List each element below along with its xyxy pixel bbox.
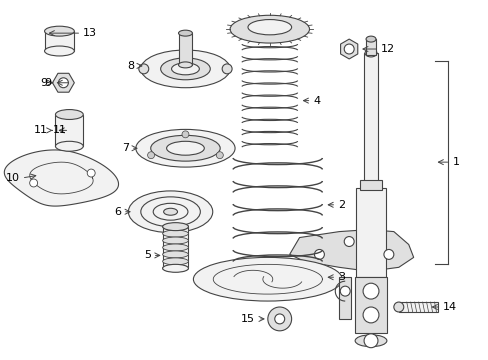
Bar: [355, 188, 385, 277]
Bar: [163, 227, 188, 268]
Circle shape: [383, 249, 393, 260]
Text: 2: 2: [338, 200, 345, 210]
Ellipse shape: [163, 251, 188, 258]
Ellipse shape: [161, 58, 210, 80]
Ellipse shape: [163, 244, 188, 251]
Ellipse shape: [128, 191, 212, 233]
Circle shape: [274, 314, 284, 324]
Text: 6: 6: [114, 207, 121, 217]
Bar: [339, 277, 350, 319]
Circle shape: [344, 44, 353, 54]
Text: 1: 1: [451, 157, 458, 167]
Ellipse shape: [178, 30, 192, 36]
Ellipse shape: [193, 257, 342, 301]
Ellipse shape: [393, 302, 403, 312]
Circle shape: [139, 64, 148, 74]
Circle shape: [340, 286, 349, 296]
Circle shape: [182, 131, 188, 138]
Ellipse shape: [44, 46, 74, 56]
Ellipse shape: [230, 15, 309, 43]
Ellipse shape: [163, 237, 188, 244]
Text: 13: 13: [83, 28, 97, 38]
Text: 7: 7: [122, 143, 129, 153]
Text: 9: 9: [44, 78, 51, 88]
Text: 4: 4: [313, 96, 320, 105]
Text: 5: 5: [143, 251, 150, 260]
Ellipse shape: [354, 335, 386, 347]
Ellipse shape: [366, 36, 375, 42]
Bar: [364, 53, 377, 190]
Text: 10: 10: [6, 173, 20, 183]
Ellipse shape: [171, 63, 199, 75]
Text: 3: 3: [338, 272, 345, 282]
Ellipse shape: [163, 265, 188, 272]
Circle shape: [267, 307, 291, 331]
Text: 8: 8: [127, 61, 135, 71]
Ellipse shape: [141, 50, 230, 88]
Ellipse shape: [163, 264, 188, 272]
Polygon shape: [4, 150, 118, 206]
Ellipse shape: [166, 141, 204, 155]
Circle shape: [87, 169, 95, 177]
Ellipse shape: [163, 208, 177, 215]
Ellipse shape: [44, 26, 74, 36]
Text: 14: 14: [442, 302, 456, 312]
Ellipse shape: [150, 135, 220, 161]
Ellipse shape: [163, 230, 188, 237]
Circle shape: [362, 307, 378, 323]
Ellipse shape: [163, 223, 188, 230]
Bar: [354, 277, 386, 333]
Text: 11: 11: [34, 125, 47, 135]
Ellipse shape: [365, 49, 376, 57]
Bar: [366, 39, 375, 55]
Circle shape: [314, 249, 324, 260]
Text: 9: 9: [41, 78, 47, 88]
Text: 15: 15: [241, 314, 254, 324]
Circle shape: [222, 64, 232, 74]
Ellipse shape: [153, 203, 187, 220]
Bar: [55, 114, 83, 146]
Bar: [178, 33, 192, 65]
Ellipse shape: [247, 19, 291, 35]
Bar: [398, 302, 438, 312]
Circle shape: [364, 334, 377, 348]
Circle shape: [216, 152, 223, 159]
Circle shape: [344, 237, 353, 247]
Circle shape: [362, 283, 378, 299]
Ellipse shape: [178, 62, 192, 68]
Ellipse shape: [141, 197, 200, 227]
Ellipse shape: [163, 258, 188, 265]
Text: 11: 11: [52, 125, 66, 135]
Bar: [44, 31, 74, 51]
Ellipse shape: [163, 223, 188, 231]
Circle shape: [147, 152, 154, 159]
Circle shape: [30, 179, 38, 187]
Text: 12: 12: [380, 44, 394, 54]
Polygon shape: [289, 230, 413, 271]
Bar: [359, 180, 381, 190]
Ellipse shape: [55, 141, 83, 151]
Ellipse shape: [55, 109, 83, 120]
Ellipse shape: [136, 129, 235, 167]
Circle shape: [59, 78, 68, 88]
